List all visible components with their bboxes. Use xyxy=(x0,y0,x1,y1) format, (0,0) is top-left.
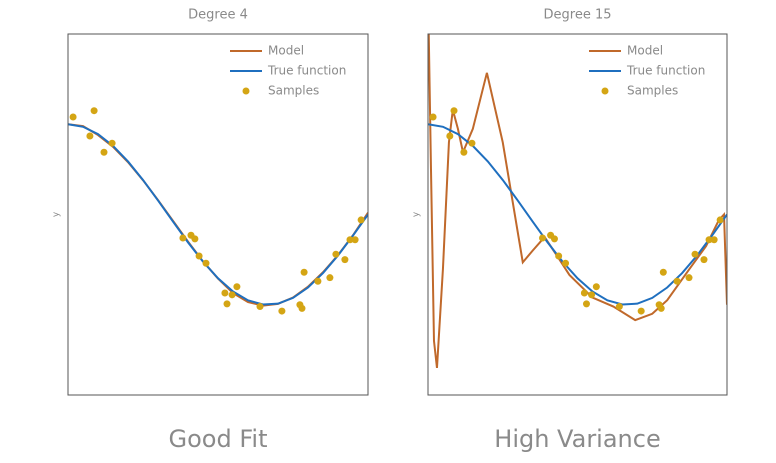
sample-point xyxy=(657,304,665,312)
sample-point xyxy=(592,283,600,291)
caption: High Variance xyxy=(494,425,660,453)
sample-point xyxy=(588,291,596,299)
sample-point xyxy=(341,256,349,264)
plot-area xyxy=(428,34,727,369)
sample-point xyxy=(223,300,231,308)
y-axis-label: y xyxy=(52,211,62,217)
line xyxy=(428,123,727,306)
legend-marker xyxy=(242,87,250,95)
sample-point xyxy=(446,132,454,140)
sample-point xyxy=(468,139,476,147)
legend-label: Samples xyxy=(268,84,319,98)
sample-point xyxy=(326,274,334,282)
sample-point xyxy=(673,277,681,285)
line xyxy=(428,34,727,369)
sample-point xyxy=(86,132,94,140)
sample-point xyxy=(357,216,365,224)
legend-label: Model xyxy=(268,44,304,58)
plot-frame xyxy=(427,33,728,396)
sample-point xyxy=(716,216,724,224)
legend-marker xyxy=(601,87,609,95)
chart-title: Degree 4 xyxy=(188,8,248,23)
sample-point xyxy=(202,259,210,267)
sample-point xyxy=(550,235,558,243)
sample-point xyxy=(637,307,645,315)
sample-point xyxy=(332,250,340,258)
sample-point xyxy=(562,259,570,267)
sample-point xyxy=(191,235,199,243)
sample-point xyxy=(582,300,590,308)
sample-point xyxy=(555,252,563,260)
legend-label: True function xyxy=(267,64,346,78)
plot-area xyxy=(68,107,368,315)
plot-frame xyxy=(67,33,369,396)
sample-point xyxy=(300,268,308,276)
sample-point xyxy=(278,307,286,315)
sample-point xyxy=(90,107,98,115)
sample-point xyxy=(256,303,264,311)
sample-point xyxy=(700,256,708,264)
sample-point xyxy=(710,236,718,244)
sample-point xyxy=(351,236,359,244)
sample-point xyxy=(450,107,458,115)
sample-point xyxy=(228,291,236,299)
sample-point xyxy=(108,139,116,147)
sample-point xyxy=(100,148,108,156)
sample-point xyxy=(195,252,203,260)
chart-title: Degree 15 xyxy=(544,8,612,23)
caption: Good Fit xyxy=(169,425,268,453)
sample-point xyxy=(346,236,354,244)
legend-label: Samples xyxy=(627,84,678,98)
sample-point xyxy=(221,289,229,297)
y-axis-label: y xyxy=(412,211,422,217)
sample-point xyxy=(691,250,699,258)
sample-point xyxy=(314,277,322,285)
sample-point xyxy=(685,274,693,282)
sample-point xyxy=(460,148,468,156)
sample-point xyxy=(429,113,437,121)
sample-point xyxy=(659,268,667,276)
sample-point xyxy=(705,236,713,244)
legend-label: True function xyxy=(626,64,705,78)
sample-point xyxy=(233,283,241,291)
legend-label: Model xyxy=(627,44,663,58)
sample-point xyxy=(179,234,187,242)
sample-point xyxy=(69,113,77,121)
sample-point xyxy=(580,289,588,297)
line xyxy=(68,123,368,306)
sample-point xyxy=(615,303,623,311)
sample-point xyxy=(298,304,306,312)
sample-point xyxy=(539,234,547,242)
